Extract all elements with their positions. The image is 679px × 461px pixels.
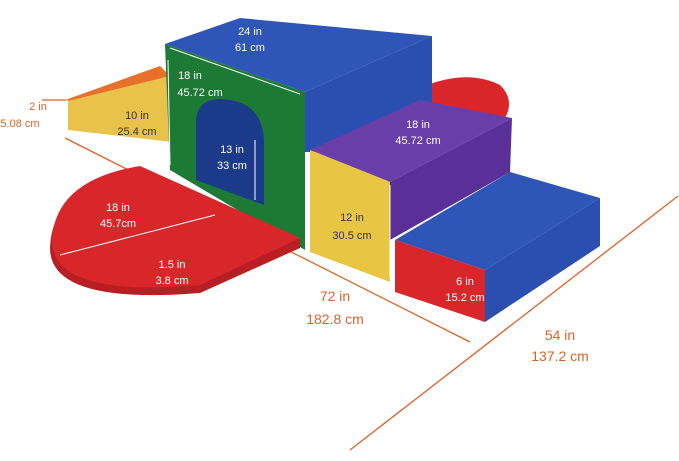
labels: 2 in 5.08 cm 10 in 25.4 cm 18 in 45.72 c… — [0, 26, 588, 364]
dim-label: 30.5 cm — [332, 230, 371, 242]
dim-label: 3.8 cm — [155, 275, 188, 287]
step-side — [310, 150, 390, 282]
dim-label: 45.72 cm — [177, 87, 222, 99]
ramp-face — [68, 76, 172, 142]
dim-label: 182.8 cm — [306, 311, 364, 327]
dim-label: 45.72 cm — [395, 135, 440, 147]
dim-label: 72 in — [320, 288, 350, 304]
dim-label: 2 in — [29, 101, 47, 113]
dim-label: 13 in — [220, 144, 244, 156]
dim-label: 10 in — [125, 110, 149, 122]
dim-label: 6 in — [456, 276, 474, 288]
dim-label: 15.2 cm — [445, 292, 484, 304]
dim-label: 33 cm — [217, 160, 247, 172]
low-step-side — [485, 198, 600, 322]
dim-label: 45.7cm — [100, 218, 136, 230]
dim-label: 12 in — [340, 212, 364, 224]
tunnel-opening — [196, 99, 264, 205]
dim-label: 25.4 cm — [117, 126, 156, 138]
step-front — [390, 118, 512, 240]
low-step-front — [395, 240, 485, 322]
dim-label: 24 in — [238, 26, 262, 38]
dim-label: 5.08 cm — [0, 118, 39, 130]
dim-label: 137.2 cm — [531, 348, 589, 364]
dim-label: 18 in — [106, 202, 130, 214]
dim-label: 18 in — [178, 70, 202, 82]
tunnel-top — [165, 18, 432, 92]
white-dimension-lines — [59, 47, 391, 278]
dim-label: 61 cm — [235, 42, 265, 54]
dim-label: 54 in — [545, 327, 575, 343]
dim-label: 1.5 in — [159, 259, 186, 271]
step-top — [310, 100, 512, 182]
ramp-top — [65, 66, 170, 102]
mat-top — [52, 166, 300, 288]
dim-label: 18 in — [406, 119, 430, 131]
low-step-top — [395, 172, 600, 270]
